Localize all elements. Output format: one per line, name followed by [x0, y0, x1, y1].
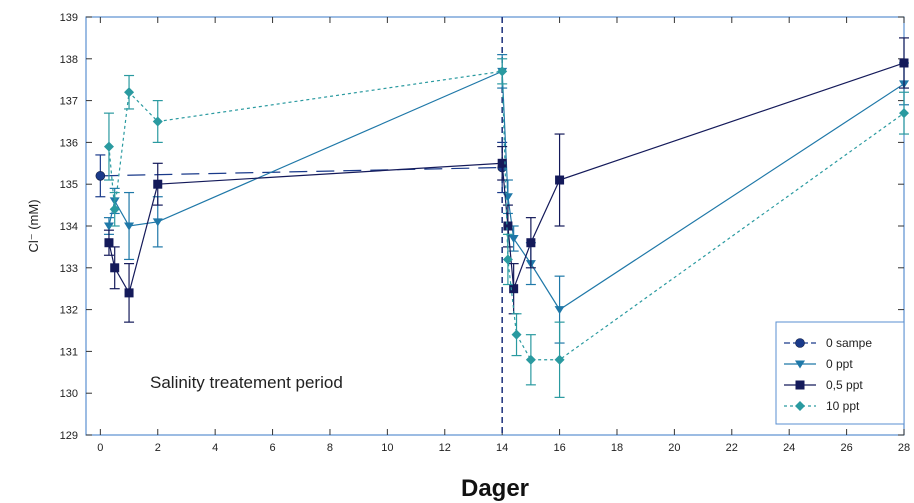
data-point	[104, 238, 114, 248]
legend-entry: 10 ppt	[784, 399, 860, 413]
x-tick-label: 0	[97, 442, 103, 454]
data-point	[124, 222, 135, 231]
legend-swatch-marker	[795, 338, 805, 348]
x-tick-label: 24	[783, 442, 795, 454]
x-tick-label: 8	[327, 442, 333, 454]
legend-box	[775, 321, 905, 425]
data-point	[497, 158, 507, 168]
data-point	[152, 116, 163, 127]
data-point	[509, 284, 519, 294]
data-point	[502, 254, 513, 265]
y-tick-label: 136	[60, 137, 78, 149]
legend-label: 0 sampe	[826, 336, 872, 350]
series-3	[103, 58, 909, 398]
legend: 0 sampe 0 ppt 0,5 ppt 10 ppt	[775, 321, 905, 425]
legend-entry: 0 sampe	[784, 336, 872, 350]
series-layer	[95, 37, 909, 398]
series-line	[108, 70, 905, 311]
y-tick-label: 138	[60, 54, 78, 66]
series-line	[108, 62, 905, 295]
x-tick-label: 12	[439, 442, 451, 454]
legend-swatch-marker	[795, 360, 805, 369]
data-point	[554, 354, 565, 365]
data-point	[511, 329, 522, 340]
data-point	[899, 108, 909, 119]
series-2	[103, 37, 909, 323]
y-axis-label: Cl⁻ (mM)	[26, 199, 41, 252]
series-line	[108, 70, 905, 361]
data-point	[503, 221, 513, 231]
annotation-salinity-period: Salinity treatement period	[150, 373, 343, 392]
legend-swatch-marker	[795, 380, 805, 390]
y-tick-label: 131	[60, 346, 78, 358]
x-tick-label: 20	[668, 442, 680, 454]
x-tick-label: 18	[611, 442, 623, 454]
y-tick-label: 134	[60, 221, 78, 233]
legend-label: 0,5 ppt	[826, 378, 863, 392]
y-tick-label: 130	[60, 388, 78, 400]
x-tick-labels: 0 2 4 6 8 10 12 14 16 18 20 22 24 26 28	[97, 442, 910, 454]
data-point	[525, 354, 536, 365]
y-tick-label: 132	[60, 305, 78, 317]
y-tick-label: 129	[60, 430, 78, 442]
data-point	[124, 87, 135, 98]
series-line	[100, 166, 503, 177]
data-point	[554, 306, 565, 315]
data-point	[95, 171, 106, 181]
x-axis-label: Dager	[461, 475, 529, 502]
y-tick-labels: 129 130 131 132 133 134 135 136 137 138 139	[60, 12, 78, 442]
y-tick-label: 139	[60, 12, 78, 24]
legend-entry: 0 ppt	[784, 357, 853, 371]
x-tick-label: 28	[898, 442, 910, 454]
data-point	[497, 66, 508, 77]
data-point	[555, 175, 565, 185]
x-tick-label: 26	[840, 442, 852, 454]
data-point	[899, 58, 909, 68]
legend-label: 0 ppt	[826, 357, 853, 371]
x-tick-label: 2	[155, 442, 161, 454]
legend-swatch-marker	[795, 401, 805, 411]
data-point	[103, 222, 114, 231]
x-tick-label: 14	[496, 442, 508, 454]
x-tick-label: 16	[553, 442, 565, 454]
data-point	[109, 204, 120, 215]
data-point	[153, 179, 163, 189]
x-tick-label: 22	[726, 442, 738, 454]
legend-entry: 0,5 ppt	[784, 378, 863, 392]
legend-label: 10 ppt	[826, 399, 860, 413]
y-tick-label: 135	[60, 179, 78, 191]
y-tick-label: 137	[60, 96, 78, 108]
x-tick-label: 10	[381, 442, 393, 454]
data-point	[526, 238, 536, 248]
x-tick-label: 4	[212, 442, 218, 454]
plot-area	[85, 16, 905, 436]
x-tick-label: 6	[269, 442, 275, 454]
y-tick-label: 133	[60, 263, 78, 275]
data-point	[124, 288, 134, 298]
data-point	[103, 141, 114, 152]
data-point	[152, 218, 163, 227]
data-point	[110, 263, 120, 273]
data-point	[508, 235, 519, 244]
